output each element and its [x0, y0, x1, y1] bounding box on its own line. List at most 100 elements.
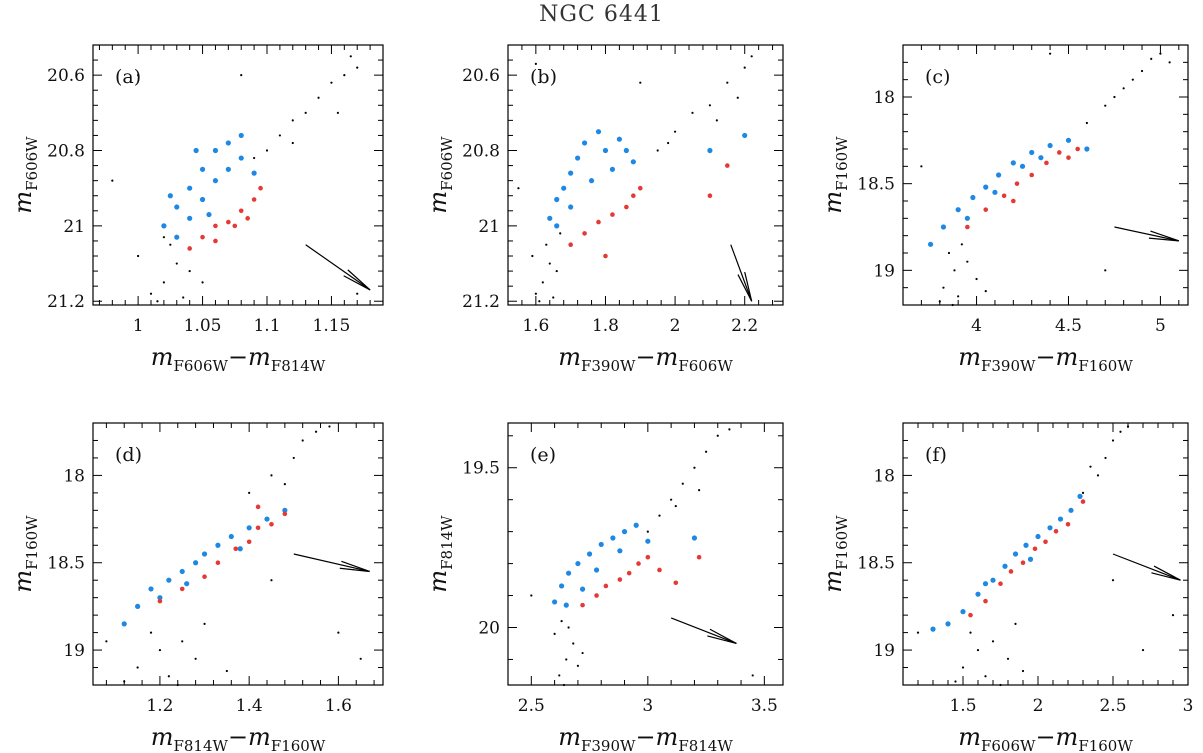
x-tick-label: 3.5: [751, 696, 778, 716]
blue-star-point: [970, 194, 976, 201]
axis-label-subscript: F814W: [438, 515, 456, 570]
red-star-point: [1020, 560, 1026, 566]
black-star-point: [1104, 269, 1107, 272]
arrow-head: [737, 274, 753, 302]
blue-star-point: [1012, 551, 1019, 557]
axis-label-symbol: m: [151, 723, 174, 751]
blue-star-point: [1057, 516, 1064, 522]
black-star-point: [1111, 439, 1115, 442]
black-star-point: [1141, 648, 1145, 652]
x-tick-label: 1.8: [592, 316, 619, 336]
blue-star-point: [554, 196, 560, 203]
y-tick-label: 19: [873, 261, 895, 281]
red-star-point: [707, 193, 713, 199]
x-tick-label: 1.1: [253, 316, 280, 336]
x-axis-label: mF390W−mF814W: [558, 723, 733, 753]
panel-a: 1 1.05 1.1 1.1520.620.82121.2(a)mF606W−mF81…: [9, 44, 384, 375]
black-star-point: [560, 619, 563, 623]
x-tick-label: 3: [1183, 696, 1194, 716]
blue-star-point: [588, 178, 595, 184]
blue-star-point: [623, 147, 629, 154]
black-star-point: [1168, 61, 1171, 64]
black-star-point: [162, 281, 165, 284]
axis-label-symbol: m: [424, 570, 452, 593]
red-star-point: [1056, 150, 1062, 155]
x-tick-label: 4.5: [1055, 316, 1082, 336]
y-axis-label: mF814W: [424, 515, 456, 593]
axis-label-subscript: F814W: [271, 357, 326, 375]
x-axis-label: mF814W−mF160W: [151, 723, 326, 753]
red-star-point: [1008, 569, 1014, 574]
y-axis-label: mF160W: [9, 515, 41, 593]
blue-star-point: [206, 211, 212, 218]
black-star-point: [317, 96, 320, 99]
black-star-point: [136, 666, 139, 669]
blue-star-point: [586, 551, 593, 557]
blue-star-point: [617, 548, 623, 554]
blue-star-point: [174, 204, 180, 210]
blue-star-point: [1047, 525, 1053, 531]
axis-label-symbol: m: [819, 570, 847, 593]
blue-star-point: [593, 567, 600, 573]
red-star-point: [673, 580, 679, 586]
plot-frame: [507, 44, 784, 306]
red-star-point: [594, 593, 599, 598]
blue-star-point: [1077, 493, 1083, 499]
red-star-point: [1032, 546, 1038, 552]
black-star-point: [736, 96, 739, 99]
blue-star-point: [691, 535, 698, 541]
black-star-point: [534, 292, 537, 295]
blue-star-point: [167, 193, 173, 199]
black-star-point: [123, 680, 126, 683]
panel-label: (c): [925, 66, 950, 88]
red-star-point: [596, 219, 601, 225]
black-star-point: [176, 683, 179, 687]
black-star-point: [976, 648, 980, 652]
arrow-head: [1148, 237, 1179, 242]
black-star-point: [552, 296, 555, 299]
blue-star-point: [212, 147, 219, 154]
x-axis-label: mF390W−mF160W: [958, 343, 1133, 375]
blue-star-point: [610, 535, 616, 541]
blue-star-point: [1035, 533, 1041, 540]
black-star-point: [1122, 87, 1125, 90]
black-star-point: [1048, 52, 1052, 55]
blue-star-point: [179, 568, 185, 575]
axis-label-subscript: F390W: [581, 737, 636, 753]
black-star-point: [1085, 121, 1088, 125]
axis-label-symbol: m: [151, 343, 174, 371]
y-tick-label: 19: [63, 641, 85, 661]
black-star-point: [156, 300, 159, 303]
black-star-point: [181, 640, 184, 643]
y-tick-label: 18: [63, 466, 85, 486]
blue-star-point: [238, 132, 244, 139]
red-star-point: [232, 223, 238, 229]
y-axis-label: mF606W: [424, 136, 456, 214]
red-star-point: [255, 525, 261, 531]
arrow-head: [347, 269, 371, 291]
arrow-head: [341, 560, 370, 573]
y-tick-label: 19.5: [462, 459, 500, 479]
blue-star-point: [964, 215, 970, 221]
blue-star-point: [225, 140, 231, 146]
black-star-point: [1006, 657, 1010, 660]
blue-star-point: [595, 129, 602, 135]
blue-star-point: [228, 533, 234, 540]
black-star-point: [691, 111, 694, 114]
blue-star-point: [157, 595, 163, 601]
black-star-point: [270, 579, 273, 582]
blue-star-point: [225, 166, 231, 172]
red-star-point: [1029, 172, 1035, 178]
axis-label-subscript: F606W: [23, 136, 41, 191]
blue-star-point: [565, 570, 572, 576]
blue-star-point: [547, 215, 553, 221]
black-star-point: [639, 81, 642, 84]
blue-star-point: [1019, 163, 1026, 169]
black-star-point: [188, 269, 191, 273]
x-tick-label: 1.15: [313, 316, 351, 336]
black-star-point: [541, 281, 544, 284]
black-star-point: [175, 262, 178, 265]
black-star-point: [105, 640, 108, 643]
